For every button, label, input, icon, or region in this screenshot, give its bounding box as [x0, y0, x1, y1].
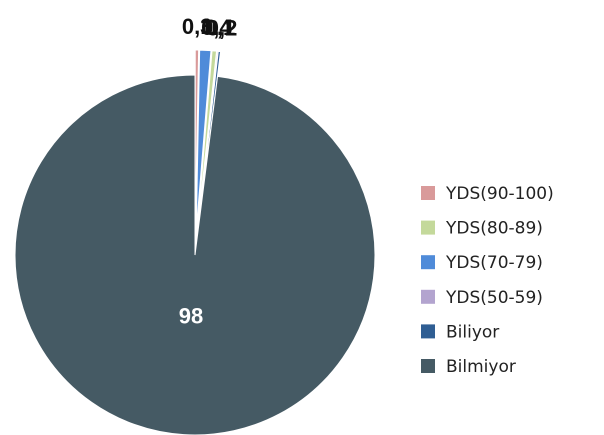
value-label: 0,4: [201, 15, 232, 40]
value-label: 1: [200, 14, 212, 39]
value-label: 0,1: [205, 15, 236, 40]
legend-swatch: [421, 186, 435, 200]
pie-slice: [194, 49, 200, 231]
pie-slice: [195, 49, 212, 231]
legend-swatch: [421, 324, 435, 339]
legend-swatch: [421, 255, 435, 270]
value-label: 0,2: [207, 15, 238, 40]
legend-label: YDS(80-89): [445, 219, 543, 239]
value-label: 0,3: [182, 14, 213, 39]
value-label: 98: [179, 304, 203, 329]
pie-slice: [14, 74, 376, 435]
legend-label: YDS(70-79): [445, 253, 543, 273]
legend-label: YDS(90-100): [445, 184, 554, 204]
legend-swatch: [421, 289, 435, 304]
legend-label: Bilmiyor: [446, 357, 516, 377]
legend-swatch: [421, 359, 435, 373]
legend-label: YDS(50-59): [445, 288, 543, 308]
legend-swatch: [421, 220, 435, 235]
legend-label: Biliyor: [446, 322, 499, 342]
